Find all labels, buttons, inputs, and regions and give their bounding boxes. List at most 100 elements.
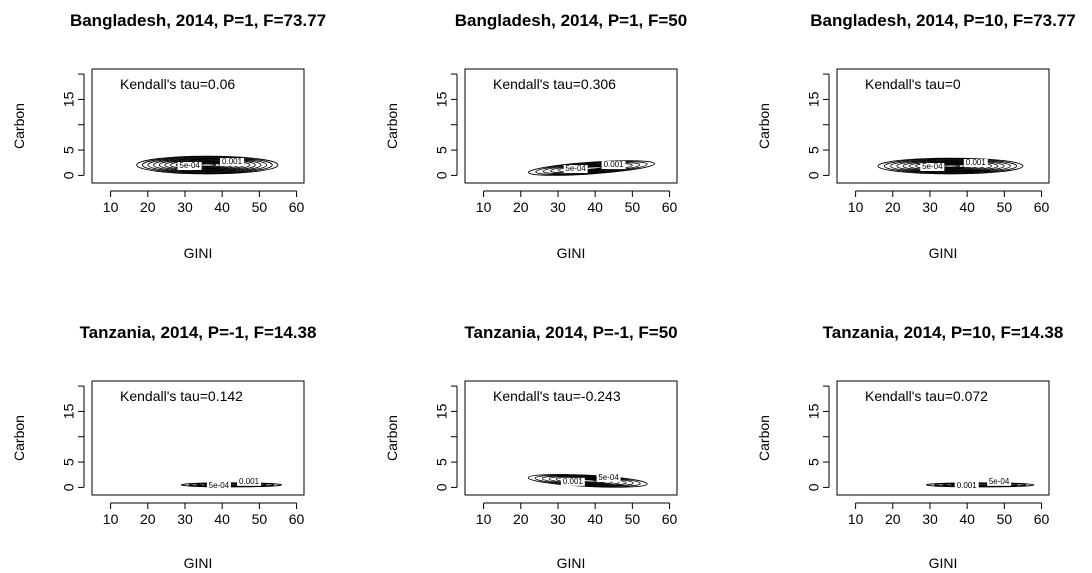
chart-5-y-tick-label: 15 (434, 403, 450, 419)
chart-2-contours: 5e-04 0.001 (527, 160, 655, 176)
chart-1-x-label: GINI (184, 245, 213, 261)
chart-5-y-label: Carbon (384, 415, 400, 461)
chart-3-x-tick-label: 60 (1034, 199, 1050, 215)
chart-6-x-tick-label: 50 (997, 511, 1013, 527)
chart-2-x-tick-label: 60 (662, 199, 678, 215)
chart-1-contour-label: 5e-04 (179, 161, 200, 170)
chart-4-y-tick-label: 0 (61, 483, 77, 491)
chart-6-plot-box (836, 380, 1050, 496)
chart-3-y-tick-label: 15 (806, 91, 822, 107)
chart-3-contour-label-bg (920, 163, 945, 172)
chart-4-x-tick-label: 20 (140, 511, 156, 527)
chart-4-x-tick-label: 10 (103, 511, 119, 527)
chart-4-x-tick-label: 30 (177, 511, 193, 527)
chart-5-y-tick-label: 5 (434, 458, 450, 466)
chart-2-y-tick-label: 15 (434, 91, 450, 107)
chart-6-y-tick-label: 15 (806, 403, 822, 419)
chart-5-plot-box (464, 380, 678, 496)
chart-5-kendall-annotation: Kendall's tau=-0.243 (493, 388, 621, 404)
chart-6-title: Tanzania, 2014, P=10, F=14.38 (823, 323, 1064, 342)
chart-1-x-tick-label: 60 (289, 199, 305, 215)
chart-6-x-tick-label: 20 (885, 511, 901, 527)
chart-4-contour-label-bg (237, 477, 262, 486)
chart-4-contour-label: 0.001 (239, 477, 260, 486)
chart-3-contours: 5e-04 0.001 (877, 157, 1024, 175)
chart-6-contour-label: 0.001 (957, 481, 978, 490)
chart-5-x-tick-label: 50 (625, 511, 641, 527)
chart-3-x-tick-label: 10 (848, 199, 864, 215)
chart-3-kendall-annotation: Kendall's tau=0 (865, 76, 961, 92)
chart-1-contour-label-bg (220, 158, 245, 167)
chart-5-contour-label: 0.001 (563, 477, 584, 486)
chart-4-contour-label: 5e-04 (209, 481, 230, 490)
chart-6-x-label: GINI (929, 555, 958, 571)
chart-1-y-tick-label: 15 (61, 91, 77, 107)
chart-3-contour-label: 5e-04 (922, 162, 943, 171)
chart-4-plot-box (91, 380, 305, 496)
chart-2-contour-line (527, 160, 655, 176)
chart-3-contour-line (877, 157, 1024, 175)
chart-3-x-tick-label: 40 (959, 199, 975, 215)
chart-2-contour-label: 5e-04 (565, 164, 586, 173)
chart-1-x-tick-label: 40 (214, 199, 230, 215)
chart-2-contour-line (535, 161, 648, 175)
chart-3-y-tick-label: 5 (806, 146, 822, 154)
chart-5-contour-line (555, 476, 620, 485)
chart-1-y-tick-label: 5 (61, 146, 77, 154)
chart-3-contour-line (883, 158, 1018, 174)
chart-1-x-tick-label: 20 (140, 199, 156, 215)
chart-4-y-tick-label: 5 (61, 458, 77, 466)
chart-3-contour-label-bg (963, 159, 988, 168)
chart-5-contour-line (548, 476, 627, 486)
chart-3-y-label: Carbon (756, 103, 772, 149)
chart-6-contour-label-bg (954, 481, 979, 490)
chart-6-y-label: Carbon (756, 415, 772, 461)
chart-1-contour-line (153, 157, 262, 173)
chart-3-contour-line (890, 159, 1011, 173)
chart-2-x-tick-label: 30 (550, 199, 566, 215)
chart-3-x-tick-label: 30 (922, 199, 938, 215)
chart-5-x-label: GINI (557, 555, 586, 571)
chart-5-x-tick-label: 30 (550, 511, 566, 527)
chart-1-title: Bangladesh, 2014, P=1, F=73.77 (70, 11, 326, 30)
chart-2-x-tick-label: 40 (587, 199, 603, 215)
chart-1-contour-line (141, 156, 273, 174)
chart-1-contour-line (158, 158, 256, 172)
chart-1-contour-line (164, 159, 251, 171)
chart-6-x-tick-label: 30 (922, 511, 938, 527)
chart-6-contour-label-bg (987, 477, 1012, 486)
chart-5-contour-label-bg (596, 473, 621, 482)
chart-2-contour-line (550, 162, 633, 174)
chart-3-contour-line (896, 159, 1005, 173)
chart-5-x-tick-label: 60 (662, 511, 678, 527)
chart-5-panel: Tanzania, 2014, P=-1, F=50 10 20 30 40 50 60 0 5… (384, 323, 678, 571)
chart-5-contour-line (541, 475, 634, 487)
chart-2-x-tick-label: 20 (513, 199, 529, 215)
chart-5-contours: 0.001 5e-04 (527, 473, 648, 488)
chart-5-y-tick-label: 0 (434, 483, 450, 491)
chart-3-panel: Bangladesh, 2014, P=10, F=73.77 10 20 30 40 5… (756, 11, 1076, 261)
chart-2-contour-label-bg (601, 161, 626, 170)
chart-1-x-tick-label: 10 (103, 199, 119, 215)
chart-3-x-tick-label: 50 (997, 199, 1013, 215)
chart-6-y-tick-label: 0 (806, 483, 822, 491)
chart-5-contour-line (527, 473, 648, 488)
chart-4-contours: 5e-04 0.001 (180, 477, 283, 490)
chart-5-contour-label: 5e-04 (598, 473, 619, 482)
chart-3-plot-box (836, 68, 1050, 184)
chart-1-contour-line (170, 159, 245, 171)
chart-2-title: Bangladesh, 2014, P=1, F=50 (455, 11, 687, 30)
chart-5-x-tick-label: 40 (587, 511, 603, 527)
chart-1-contour-line (147, 157, 268, 173)
chart-5-contour-label-bg (560, 477, 585, 486)
chart-2-y-tick-label: 5 (434, 146, 450, 154)
chart-1-x-tick-label: 30 (177, 199, 193, 215)
chart-4-title: Tanzania, 2014, P=-1, F=14.38 (80, 323, 317, 342)
chart-1-contour-line (136, 155, 279, 175)
chart-2-kendall-annotation: Kendall's tau=0.306 (493, 76, 616, 92)
chart-6-x-tick-label: 40 (959, 511, 975, 527)
chart-4-y-tick-label: 15 (61, 403, 77, 419)
